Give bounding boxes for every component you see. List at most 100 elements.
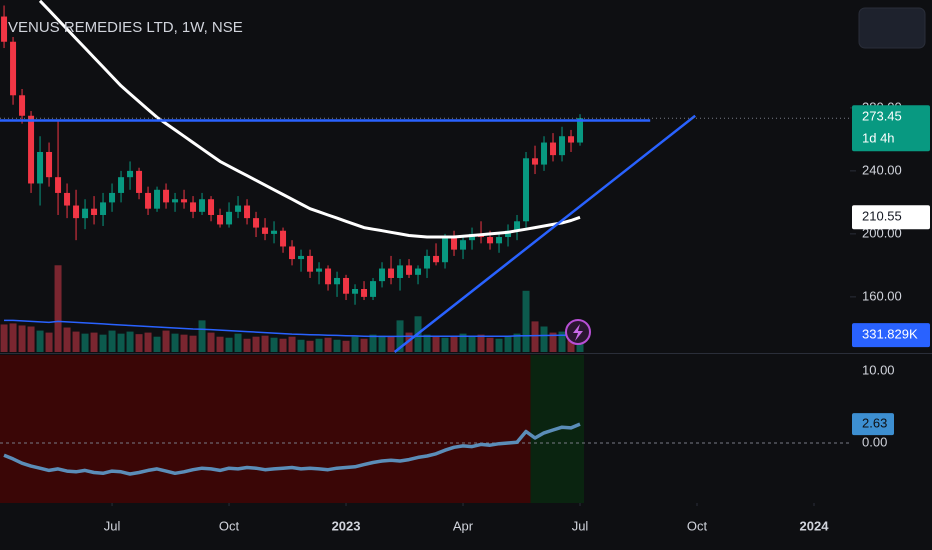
candle-body [154, 189, 161, 209]
candle-body [424, 255, 431, 269]
candle-body [109, 192, 116, 203]
candle-body [208, 199, 215, 215]
x-tick-label: Jul [104, 518, 121, 533]
volume-bar [279, 338, 287, 352]
candle-body [172, 199, 179, 203]
x-tick-label: Oct [687, 518, 708, 533]
candle-body [136, 170, 143, 193]
x-tick-label: 2024 [800, 518, 830, 533]
volume-bar [9, 323, 17, 352]
candle-body [451, 237, 458, 250]
volume-bar [522, 290, 530, 352]
volume-bar [486, 337, 494, 352]
volume-bar [324, 337, 332, 352]
candle-body [19, 95, 26, 116]
candle-body [559, 136, 566, 156]
volume-bar [369, 334, 377, 352]
volume-bar [0, 324, 8, 352]
volume-bar [108, 330, 116, 352]
volume-bar [153, 336, 161, 352]
candle-body [199, 199, 206, 212]
moving-average-line [38, 0, 581, 239]
volume-bar [432, 336, 440, 352]
candle-body [370, 281, 377, 297]
candle-body [514, 221, 521, 231]
candle-body [244, 205, 251, 219]
candle-body [460, 240, 467, 250]
indicator-label: 2.63 [862, 416, 887, 431]
candle-body [433, 255, 440, 263]
candle-body [10, 41, 17, 96]
candle-body [289, 246, 296, 260]
volume-bar [468, 336, 476, 352]
volume-bar [90, 332, 98, 352]
candle-body [37, 151, 44, 184]
volume-bar [342, 340, 350, 352]
candle-body [550, 142, 557, 156]
candle-body [28, 115, 35, 184]
volume-ma-line [4, 319, 581, 338]
volume-bar [477, 334, 485, 352]
candle-body [100, 202, 107, 215]
y-tick-label: 240.00 [862, 162, 902, 177]
volume-bar [189, 335, 197, 352]
candle-body [82, 208, 89, 219]
candle-body [568, 136, 575, 143]
indicator-zone-negative [0, 355, 531, 503]
menu-button[interactable] [858, 7, 926, 49]
volume-bar [549, 332, 557, 352]
candle-body [235, 205, 242, 212]
volume-bar [315, 338, 323, 352]
candle-body [73, 205, 80, 219]
candle-body [343, 277, 350, 294]
volume-bar [234, 333, 242, 352]
candle-body [316, 268, 323, 272]
candle-body [280, 230, 287, 247]
candle-body [505, 230, 512, 238]
x-tick-label: 2023 [332, 518, 361, 533]
volume-bar [72, 331, 80, 352]
candle-body [1, 16, 8, 42]
candle-body [262, 227, 269, 234]
volume-bar [54, 265, 62, 352]
volume-bar [270, 337, 278, 352]
volume-bar [117, 333, 125, 352]
candle-body [118, 177, 125, 193]
volume-bar [135, 334, 143, 352]
volume-bar [297, 339, 305, 352]
volume-bar [36, 330, 44, 352]
candle-body [361, 289, 368, 297]
volume-bar [351, 336, 359, 352]
volume-bar [405, 332, 413, 352]
volume-bar [63, 327, 71, 352]
volume-bar [459, 333, 467, 352]
candle-body [496, 237, 503, 244]
candle-body [415, 268, 422, 275]
volume-bar [306, 340, 314, 352]
volume-bar [495, 338, 503, 352]
candle-body [145, 192, 152, 209]
candle-body [523, 158, 530, 222]
volume-bar [144, 332, 152, 352]
indicator-tick-label: 0.00 [862, 434, 887, 449]
candle-body [334, 277, 341, 285]
volume-bar [45, 332, 53, 352]
candle-body [190, 202, 197, 212]
candle-body [181, 199, 188, 203]
volume-bar [441, 337, 449, 352]
volume-bar [531, 321, 539, 352]
last-price-label-sub: 1d 4h [862, 131, 895, 146]
volume-bar [450, 335, 458, 352]
candle-body [532, 158, 539, 165]
volume-bar [225, 337, 233, 352]
volume-bar [378, 335, 386, 352]
volume-bar [18, 325, 26, 352]
candle-body [127, 170, 134, 178]
candle-body [46, 151, 53, 178]
volume-bar [216, 336, 224, 352]
volume-bar [198, 320, 206, 352]
x-tick-label: Apr [453, 518, 474, 533]
volume-bar [360, 338, 368, 352]
volume-bar [81, 333, 89, 352]
candle-body [55, 177, 62, 193]
